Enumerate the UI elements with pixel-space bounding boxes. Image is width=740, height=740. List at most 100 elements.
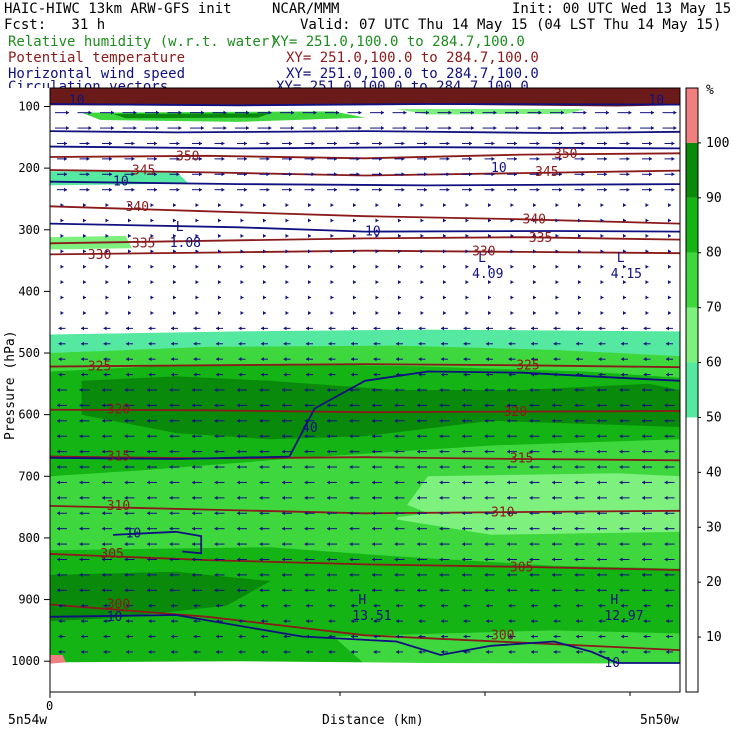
- wind-vector: [128, 203, 131, 208]
- wind-vector: [531, 649, 538, 654]
- wind-vector: [666, 341, 673, 346]
- wind-vector: [443, 310, 446, 315]
- wind-vector: [122, 126, 137, 131]
- wind-vector: [240, 264, 244, 269]
- wind-vector: [282, 172, 292, 177]
- wind-vector: [195, 264, 199, 269]
- wind-vector: [642, 526, 652, 531]
- wind-vector: [128, 310, 131, 315]
- wind-vector: [531, 603, 538, 608]
- wind-vector: [462, 557, 472, 562]
- wind-vector: [529, 465, 540, 470]
- colorbar-tick-label: 60: [706, 356, 722, 371]
- wind-vector: [417, 588, 427, 593]
- wind-vector: [396, 619, 403, 624]
- wind-vector: [484, 480, 495, 485]
- wind-vector: [439, 557, 450, 562]
- wind-vector: [418, 326, 426, 331]
- wind-vector: [645, 295, 649, 300]
- wind-vector: [81, 634, 88, 639]
- wind-vector: [173, 218, 176, 223]
- wind-vector: [122, 110, 137, 115]
- wind-vector: [508, 372, 516, 377]
- wind-vector: [235, 126, 249, 131]
- wind-vector: [240, 295, 244, 300]
- wind-vector: [349, 156, 360, 161]
- wind-vector: [102, 495, 112, 500]
- wind-vector: [598, 326, 606, 331]
- wind-vector: [167, 126, 182, 131]
- wind-vector: [576, 357, 583, 362]
- wind-vector: [510, 233, 514, 238]
- wind-vector: [643, 372, 651, 377]
- wind-vector: [282, 526, 292, 531]
- wind-vector: [484, 403, 495, 408]
- wind-vector: [169, 542, 180, 547]
- wind-vector: [572, 126, 587, 131]
- wind-vector: [394, 403, 405, 408]
- wind-vector: [417, 449, 427, 454]
- wind-vector: [617, 110, 632, 115]
- wind-vector: [619, 418, 630, 423]
- wind-vector: [529, 511, 540, 516]
- wind-vector: [550, 126, 564, 131]
- wind-vector: [462, 495, 472, 500]
- wind-vector: [102, 418, 112, 423]
- wind-vector: [282, 187, 292, 192]
- wind-vector: [328, 619, 336, 624]
- wind-vector: [600, 203, 604, 208]
- wind-vector: [441, 357, 448, 362]
- wind-vector: [79, 434, 90, 439]
- wind-vector: [353, 233, 356, 238]
- wind-vector: [488, 203, 491, 208]
- wind-vector: [282, 141, 292, 146]
- wind-vector: [486, 357, 493, 362]
- rh-region-17: [50, 655, 66, 664]
- wind-vector: [598, 341, 606, 346]
- y-tick-label: 100: [18, 99, 40, 113]
- x-zero-label: 0: [46, 699, 53, 713]
- wind-vector: [79, 172, 90, 177]
- wind-vector: [398, 249, 401, 254]
- wind-vector: [192, 465, 202, 470]
- wind-vector: [238, 341, 246, 346]
- wind-vector: [216, 357, 223, 362]
- wind-vector: [57, 511, 67, 516]
- wind-vector: [304, 511, 315, 516]
- wind-vector: [417, 542, 427, 547]
- wind-vector: [237, 449, 247, 454]
- theta-label: 330: [88, 248, 111, 263]
- wind-vector: [304, 418, 315, 423]
- wind-vector: [372, 418, 382, 423]
- wind-vector: [237, 403, 247, 408]
- wind-vector: [372, 542, 382, 547]
- wind-vector: [81, 372, 88, 377]
- wind-vector: [552, 495, 562, 500]
- rh-region-16: [50, 661, 680, 692]
- wind-vector: [372, 495, 382, 500]
- wind-vector: [664, 187, 675, 192]
- wind-vector: [373, 619, 381, 624]
- wind-vector: [148, 634, 156, 639]
- wind-vector: [552, 172, 562, 177]
- wind-vector: [619, 156, 630, 161]
- theta-label: 300: [107, 597, 130, 612]
- wind-vector: [643, 619, 651, 624]
- rh-region-15: [333, 630, 680, 665]
- wind-vector: [216, 603, 223, 608]
- wind-vector: [372, 480, 382, 485]
- wind-vector: [58, 619, 66, 624]
- wind-vector: [55, 126, 69, 131]
- wind-vector: [619, 495, 630, 500]
- wind-vector: [190, 110, 204, 115]
- wind-vector: [507, 572, 517, 577]
- center-mark: H: [610, 593, 618, 608]
- theta-contour-315: [50, 455, 680, 462]
- wind-vector: [349, 480, 360, 485]
- wind-vector: [193, 619, 201, 624]
- wind-vector: [259, 449, 270, 454]
- wind-vector: [126, 326, 133, 331]
- wind-vector: [621, 603, 628, 608]
- wind-vector: [218, 218, 221, 223]
- wind-vector: [396, 341, 403, 346]
